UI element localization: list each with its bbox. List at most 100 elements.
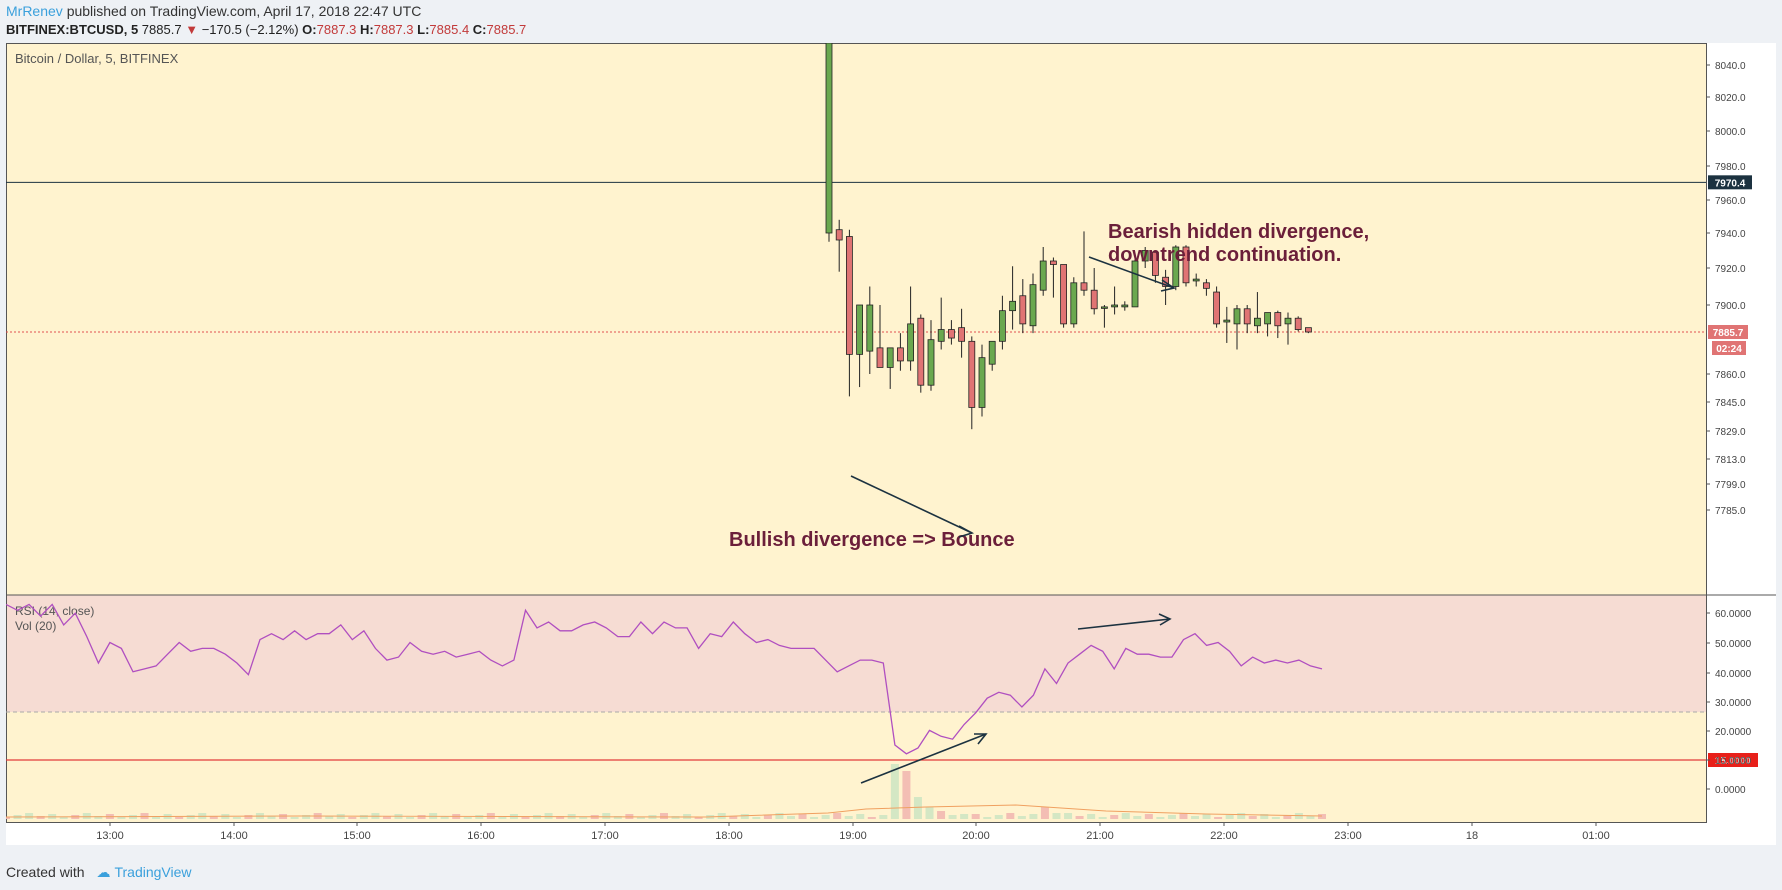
candle-body-down	[1274, 312, 1282, 327]
volume-bar	[821, 815, 830, 819]
volume-bar	[521, 817, 530, 819]
volume-bar	[1225, 815, 1234, 819]
candle[interactable]	[1019, 279, 1027, 334]
candle-body-up	[856, 304, 863, 355]
price-tick-label: 7940.0	[1715, 229, 1746, 240]
tradingview-logo-icon[interactable]: ☁	[96, 864, 111, 880]
candle[interactable]	[1090, 268, 1098, 315]
price-tick-label: 7900.0	[1715, 301, 1746, 312]
candle[interactable]	[1050, 257, 1057, 298]
volume-bar	[671, 816, 680, 819]
candle[interactable]	[1264, 312, 1271, 337]
candle[interactable]	[968, 336, 976, 430]
candle[interactable]	[846, 229, 853, 397]
candle[interactable]	[1223, 306, 1231, 343]
candle[interactable]	[927, 320, 935, 391]
volume-bar	[613, 816, 622, 819]
candle[interactable]	[1141, 247, 1149, 268]
price-axis[interactable]: 8040.0 8020.0 8000.0 7980.0 7960.0 7940.0 7920…	[1706, 61, 1746, 517]
arrow-bullish-price[interactable]	[850, 475, 975, 538]
candle[interactable]	[866, 286, 874, 375]
arrow-hidden-rsi[interactable]	[1077, 613, 1172, 630]
candle[interactable]	[1172, 245, 1180, 291]
volume-bar	[440, 816, 449, 819]
candle[interactable]	[937, 297, 945, 350]
candle[interactable]	[1080, 231, 1088, 296]
annotation-bullish[interactable]: Bullish divergence => Bounce	[729, 529, 1015, 551]
candle[interactable]	[1294, 316, 1302, 332]
volume-bar	[1271, 817, 1280, 819]
last-price-tag-label: 7885.7	[1713, 328, 1744, 339]
candle[interactable]	[988, 340, 996, 371]
rsi-axis[interactable]: 60.0000 50.0000 40.0000 30.0000 20.0000 10.00…	[1706, 609, 1752, 796]
volume-bar	[1283, 815, 1292, 819]
arrow-bullish-rsi[interactable]	[860, 733, 988, 784]
time-axis-bg	[6, 822, 1776, 845]
candle[interactable]	[1111, 286, 1118, 315]
volume-bar	[82, 813, 91, 819]
candle[interactable]	[1131, 259, 1139, 308]
annotation-bearish-line1[interactable]: Bearish hidden divergence,	[1108, 221, 1369, 243]
candle[interactable]	[1254, 292, 1261, 334]
candle[interactable]	[1121, 301, 1129, 311]
candles-layer[interactable]	[825, 42, 1312, 430]
price-tick-label: 7860.0	[1715, 370, 1746, 381]
candle[interactable]	[1039, 247, 1047, 296]
candle[interactable]	[1101, 305, 1108, 328]
time-axis[interactable]: 13:00 14:00 15:00 16:00 17:00 18:00 19:00 20:00…	[96, 822, 1610, 842]
tradingview-link[interactable]: TradingView	[114, 864, 192, 880]
volume-bar	[1306, 816, 1315, 819]
candle[interactable]	[1070, 277, 1078, 328]
candle[interactable]	[948, 320, 955, 345]
chart-svg[interactable]: Bitcoin / Dollar, 5, BITFINEX 8040.0 8020…	[2, 42, 1776, 845]
chart-container[interactable]: Bitcoin / Dollar, 5, BITFINEX 8040.0 8020…	[2, 42, 1776, 845]
volume-bar	[498, 816, 507, 819]
candle[interactable]	[886, 347, 894, 389]
candle[interactable]	[958, 308, 965, 358]
candle[interactable]	[835, 219, 843, 272]
volume-bar	[117, 817, 126, 819]
candle[interactable]	[856, 304, 863, 388]
candle[interactable]	[1029, 273, 1037, 334]
candle[interactable]	[1192, 273, 1200, 287]
arrow-bearish-price[interactable]	[1088, 256, 1176, 292]
volume-bar	[463, 817, 472, 819]
candle[interactable]	[917, 314, 925, 393]
candle[interactable]	[825, 42, 833, 242]
horizontal-level[interactable]: 7970.4	[6, 175, 1752, 190]
candle-body-up	[886, 347, 894, 368]
candle[interactable]	[1274, 310, 1282, 339]
volume-bar	[983, 817, 992, 819]
open-label: O:	[302, 22, 317, 37]
candle[interactable]	[1213, 286, 1220, 328]
symbol-label[interactable]: BITFINEX:BTCUSD, 5	[6, 22, 139, 37]
candle[interactable]	[1233, 305, 1241, 350]
volume-label: Vol (20)	[15, 619, 56, 633]
candle[interactable]	[999, 295, 1006, 350]
volume-bar	[140, 813, 149, 819]
candle[interactable]	[876, 305, 884, 368]
candle-body-up	[988, 340, 996, 365]
author-link[interactable]: MrRenev	[6, 3, 63, 19]
candle[interactable]	[1182, 245, 1190, 287]
candle[interactable]	[1203, 279, 1210, 296]
candle[interactable]	[1243, 305, 1251, 334]
level-tag-label: 7970.4	[1715, 178, 1746, 189]
candle[interactable]	[897, 333, 904, 371]
rsi-line[interactable]	[5, 603, 1323, 755]
candle[interactable]	[1305, 327, 1312, 334]
volume-bar	[844, 816, 853, 819]
candle[interactable]	[907, 286, 914, 371]
candle[interactable]	[1284, 312, 1292, 345]
candle-body-down	[948, 329, 955, 339]
volume-bar	[971, 814, 980, 819]
main-pane-bg	[6, 43, 1706, 595]
volume-bar	[1075, 816, 1084, 819]
volume-bar	[36, 816, 45, 819]
annotation-bearish-line2[interactable]: downtrend continuation.	[1108, 244, 1341, 266]
candle[interactable]	[1060, 264, 1067, 328]
candle[interactable]	[1009, 266, 1016, 330]
volume-bar	[763, 815, 772, 819]
candle[interactable]	[978, 344, 986, 417]
candle[interactable]	[1152, 250, 1159, 283]
